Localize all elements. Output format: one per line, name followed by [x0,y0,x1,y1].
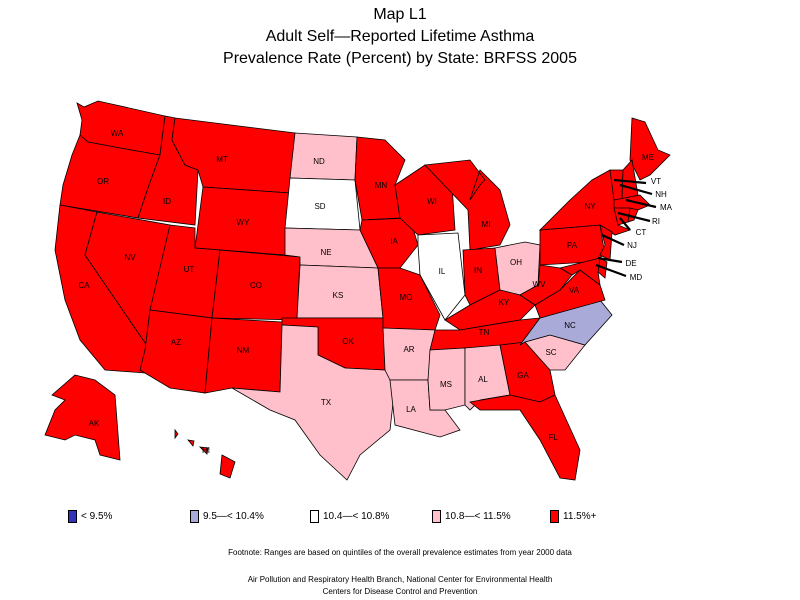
state-label-SD: SD [314,202,325,211]
state-label-WV: WV [533,280,547,289]
state-label-MS: MS [440,380,452,389]
state-label-OR: OR [97,177,109,186]
state-AK [44,374,121,461]
legend-item-5: 11.5%+ [550,510,596,523]
state-MN [354,136,406,221]
state-ME [629,117,671,181]
state-HI [174,428,236,479]
state-label-HI: HI [202,446,210,455]
legend-swatch-4 [432,510,441,523]
state-label-TN: TN [479,328,490,337]
title-line-3: Prevalence Rate (Percent) by State: BRFS… [223,50,577,67]
state-MI [424,159,511,251]
state-NM [204,317,283,394]
state-label-NJ: NJ [627,241,637,250]
state-label-CO: CO [250,281,262,290]
state-RI [627,207,639,223]
state-AZ [139,309,213,394]
state-label-FL: FL [548,433,558,442]
state-label-VA: VA [569,286,580,295]
legend-label-3: 10.4—< 10.8% [323,511,390,522]
state-label-IN: IN [474,266,482,275]
state-label-SC: SC [545,348,556,357]
state-label-IA: IA [390,237,398,246]
legend-swatch-2 [190,510,199,523]
legend-swatch-5 [550,510,559,523]
state-label-NC: NC [564,321,576,330]
state-label-WY: WY [237,218,251,227]
state-MO [377,267,441,331]
state-label-DE: DE [625,259,636,268]
state-label-OH: OH [510,258,522,267]
state-label-ID: ID [163,197,171,206]
state-label-AZ: AZ [171,338,181,347]
state-TX [231,324,396,481]
state-label-MD: MD [630,273,643,282]
state-label-KY: KY [499,298,510,307]
state-MS [427,347,466,411]
state-label-AR: AR [403,345,414,354]
state-label-IL: IL [439,267,446,276]
state-label-TX: TX [321,398,332,407]
state-label-NH: NH [655,190,667,199]
state-label-WI: WI [427,197,437,206]
state-label-AL: AL [478,375,488,384]
state-label-NV: NV [124,253,136,262]
state-label-OK: OK [342,337,354,346]
legend: < 9.5% 9.5—< 10.4% 10.4—< 10.8% 10.8—< 1… [62,510,782,530]
state-label-UT: UT [184,265,195,274]
footnote: Footnote: Ranges are based on quintiles … [228,548,572,557]
state-label-MO: MO [400,293,413,302]
legend-swatch-3 [310,510,319,523]
state-label-MI: MI [482,220,491,229]
legend-item-2: 9.5—< 10.4% [190,510,264,523]
map-title: Map L1 Adult Self—Reported Lifetime Asth… [0,4,800,70]
state-label-CA: CA [78,281,90,290]
state-label-KS: KS [333,291,344,300]
title-line-1: Map L1 [373,6,427,23]
state-label-PA: PA [567,241,578,250]
legend-label-1: < 9.5% [81,511,113,522]
legend-label-2: 9.5—< 10.4% [203,511,264,522]
state-label-NY: NY [584,202,596,211]
legend-label-4: 10.8—< 11.5% [445,511,511,522]
state-label-CT: CT [636,228,647,237]
state-label-LA: LA [406,405,416,414]
state-label-GA: GA [517,371,529,380]
credit-line-2: Centers for Disease Control and Preventi… [322,587,478,596]
state-label-WA: WA [111,129,124,138]
state-label-NM: NM [237,346,250,355]
title-line-2: Adult Self—Reported Lifetime Asthma [265,28,535,45]
small-state-leader-lines [595,178,657,278]
legend-item-4: 10.8—< 11.5% [432,510,511,523]
legend-item-1: < 9.5% [68,510,112,523]
state-label-MN: MN [375,181,388,190]
credit-line-1: Air Pollution and Respiratory Health Bra… [247,575,553,584]
state-FL [469,394,581,481]
state-label-NE: NE [320,248,331,257]
state-label-RI: RI [652,217,660,226]
state-label-ND: ND [313,157,325,166]
state-label-VT: VT [651,177,661,186]
state-label-MT: MT [216,155,228,164]
state-label-MA: MA [660,203,673,212]
state-NJ [599,224,613,261]
legend-swatch-1 [68,510,77,523]
state-label-AK: AK [89,419,100,428]
state-label-ME: ME [642,153,654,162]
legend-item-3: 10.4—< 10.8% [310,510,389,523]
legend-label-5: 11.5%+ [563,511,597,522]
